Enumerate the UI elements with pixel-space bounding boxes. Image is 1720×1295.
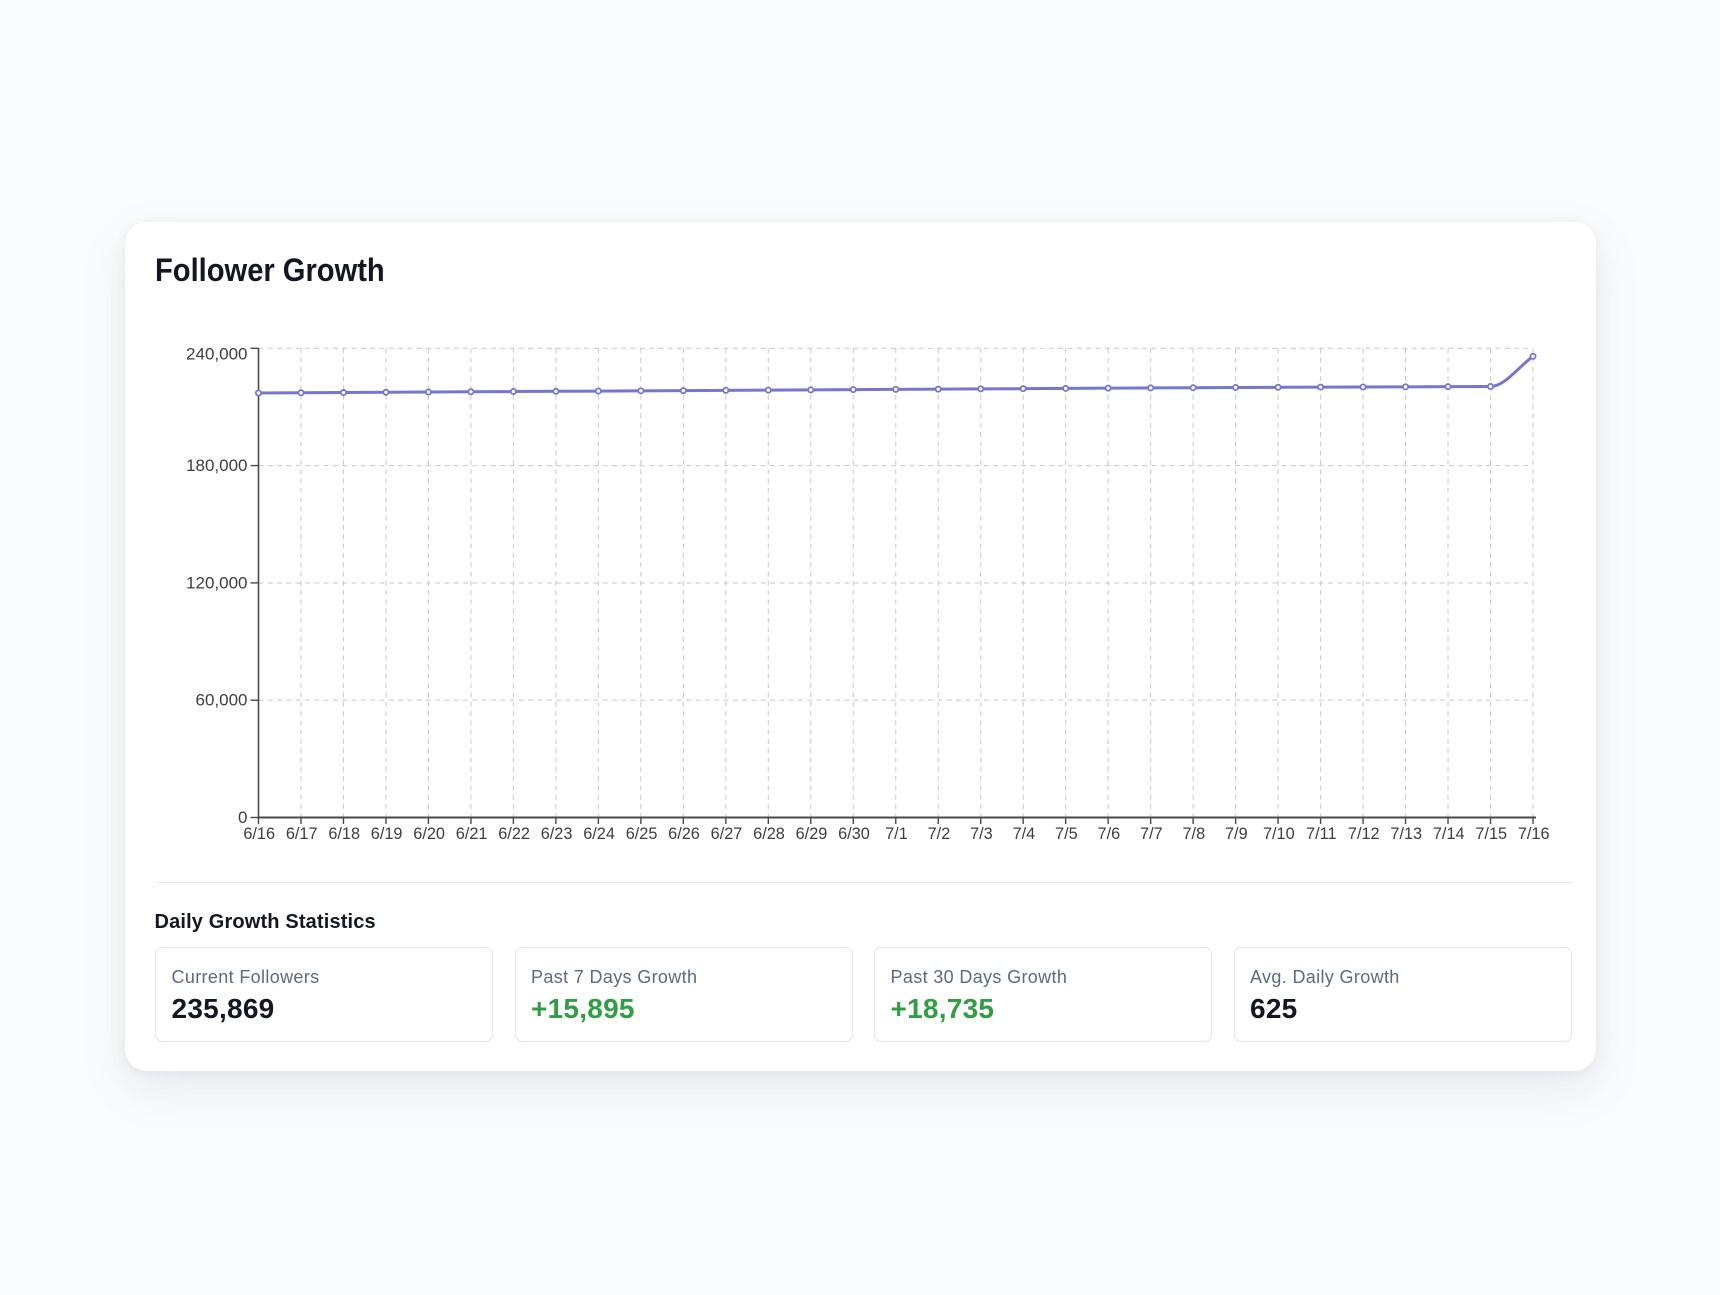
svg-text:6/28: 6/28	[753, 825, 785, 843]
svg-text:7/11: 7/11	[1306, 825, 1336, 843]
svg-text:6/17: 6/17	[286, 825, 318, 843]
svg-text:7/5: 7/5	[1055, 825, 1078, 843]
svg-text:7/15: 7/15	[1475, 825, 1507, 843]
svg-text:7/16: 7/16	[1518, 825, 1550, 843]
svg-text:60,000: 60,000	[196, 691, 248, 710]
svg-text:6/16: 6/16	[243, 825, 275, 843]
svg-text:6/26: 6/26	[668, 825, 700, 843]
svg-text:6/29: 6/29	[796, 825, 828, 843]
svg-text:7/10: 7/10	[1263, 825, 1295, 843]
svg-text:6/20: 6/20	[413, 825, 445, 843]
svg-text:7/1: 7/1	[885, 825, 908, 843]
svg-text:7/4: 7/4	[1013, 825, 1036, 843]
svg-text:6/21: 6/21	[456, 825, 488, 843]
svg-text:7/12: 7/12	[1348, 825, 1380, 843]
svg-text:6/24: 6/24	[583, 825, 615, 843]
svg-text:0: 0	[238, 808, 247, 827]
svg-text:6/19: 6/19	[371, 825, 403, 843]
svg-text:120,000: 120,000	[186, 573, 247, 592]
svg-text:7/3: 7/3	[970, 825, 993, 843]
svg-text:240,000: 240,000	[186, 345, 247, 364]
svg-text:180,000: 180,000	[186, 456, 247, 475]
svg-text:6/25: 6/25	[626, 825, 658, 843]
svg-text:7/6: 7/6	[1098, 825, 1121, 843]
svg-text:7/2: 7/2	[928, 825, 951, 843]
svg-text:6/23: 6/23	[541, 825, 573, 843]
svg-text:7/13: 7/13	[1390, 825, 1422, 843]
svg-text:6/18: 6/18	[328, 825, 360, 843]
svg-text:6/22: 6/22	[498, 825, 530, 843]
svg-text:7/7: 7/7	[1140, 825, 1163, 843]
svg-text:7/14: 7/14	[1433, 825, 1465, 843]
svg-text:7/9: 7/9	[1225, 825, 1248, 843]
svg-text:6/30: 6/30	[838, 825, 870, 843]
svg-text:6/27: 6/27	[711, 825, 743, 843]
svg-text:7/8: 7/8	[1183, 825, 1206, 843]
